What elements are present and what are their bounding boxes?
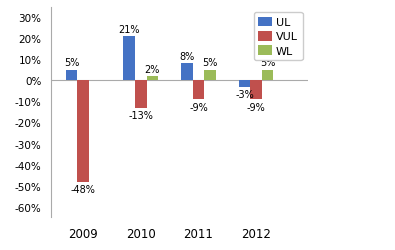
Bar bbox=[147, 77, 158, 81]
Text: -13%: -13% bbox=[128, 111, 153, 121]
Text: 8%: 8% bbox=[179, 52, 195, 62]
Text: 5%: 5% bbox=[260, 58, 275, 68]
Text: 21%: 21% bbox=[118, 24, 140, 34]
Bar bbox=[77, 81, 89, 182]
Bar bbox=[262, 70, 273, 81]
Bar bbox=[181, 64, 193, 81]
Text: 5%: 5% bbox=[202, 58, 218, 68]
Bar bbox=[193, 81, 204, 100]
Legend: UL, VUL, WL: UL, VUL, WL bbox=[254, 13, 303, 61]
Text: -9%: -9% bbox=[189, 102, 208, 113]
Bar bbox=[124, 37, 135, 81]
Bar bbox=[135, 81, 147, 108]
Text: 2%: 2% bbox=[145, 64, 160, 74]
Bar bbox=[239, 81, 250, 87]
Text: -48%: -48% bbox=[71, 184, 96, 194]
Bar bbox=[250, 81, 262, 100]
Bar bbox=[204, 70, 216, 81]
Bar bbox=[66, 70, 77, 81]
Text: 5%: 5% bbox=[64, 58, 79, 68]
Text: -9%: -9% bbox=[247, 102, 265, 113]
Text: -3%: -3% bbox=[235, 90, 254, 100]
